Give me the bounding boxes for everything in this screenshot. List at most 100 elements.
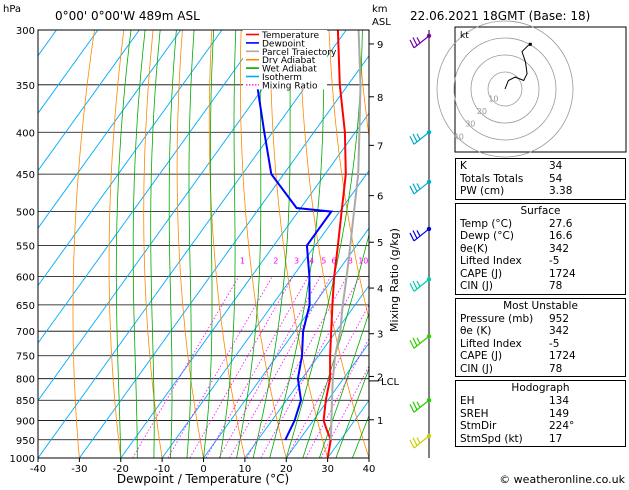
hodograph-ring: [470, 54, 540, 124]
index-label: θe(K): [460, 242, 488, 255]
mixing-ratio-axis-label: Mixing Ratio (g/kg): [388, 228, 401, 332]
mixing-ratio-label: 25: [415, 256, 425, 265]
credit-footer: © weatheronline.co.uk: [499, 473, 625, 486]
wind-barb: [409, 433, 432, 449]
section-title: Most Unstable: [503, 299, 578, 312]
section-title: Hodograph: [511, 382, 570, 394]
hodograph-ring: [436, 20, 574, 158]
wet-adiabat-line: [285, 30, 363, 458]
mixing-ratio-label: 4: [309, 256, 314, 265]
dry-adiabat-line: [358, 30, 369, 139]
mixing-ratio-label: 5: [321, 256, 326, 265]
index-label: StmSpd (kt): [460, 432, 523, 445]
mixing-ratio-label: 1: [240, 256, 245, 265]
lcl-label: LCL: [381, 377, 400, 388]
index-row: StmDir 224°: [456, 420, 625, 433]
skewt-plot: 1 2 3 4 5 6 8 10 15 20 25 300350400450500550600650…: [10, 26, 425, 475]
axis-ticks: 3003504004505005506006507007508008509009…: [10, 26, 376, 475]
mixing-ratio-line: [132, 276, 240, 458]
temperature-tick-label: 10: [239, 464, 252, 475]
legend-bg: [243, 30, 327, 39]
km-label: km: [372, 4, 388, 15]
legend-bg: [243, 63, 327, 73]
index-row: Dewp (°C) 16.6: [456, 230, 625, 243]
mixing-ratio-line: [205, 276, 309, 458]
pressure-tick-label: 600: [16, 272, 35, 283]
mixing-ratio-line: [167, 276, 273, 458]
isotherm-line: [38, 30, 264, 344]
wind-barb: [409, 179, 432, 195]
isotherm-line: [38, 30, 99, 114]
pressure-tick-label: 550: [16, 241, 35, 252]
legend-entry: Dewpoint: [262, 39, 305, 49]
wet-adiabat-line: [150, 30, 161, 458]
index-value: 78: [549, 280, 563, 292]
index-row: Lifted Index -5: [456, 255, 625, 268]
wind-barb: [409, 226, 432, 242]
wet-adiabat-line: [335, 367, 369, 458]
index-row: CIN (J) 78: [456, 280, 625, 293]
wet-adiabat-line: [236, 30, 262, 458]
index-row: Temp (°C) 27.6: [456, 218, 625, 231]
km-tick-label: 5: [377, 238, 383, 249]
isotherm-line: [285, 342, 369, 458]
plot-frame: [37, 29, 370, 459]
km-tick-label: 9: [377, 40, 383, 51]
hodograph-trace: [504, 44, 530, 90]
legend-bg: [243, 80, 327, 90]
isotherm-line: [161, 169, 369, 458]
hodograph-section: Hodograph EH 134 SREH 149 StmDir 224° StmSpd (k…: [455, 380, 626, 447]
mixing-ratio-label: 2: [273, 256, 278, 265]
km-tick-label: 8: [377, 93, 383, 104]
hodograph-ring-label: 30: [465, 120, 475, 129]
mixing-ratio-line: [218, 276, 321, 458]
pressure-tick-label: 650: [16, 301, 35, 312]
mixing-ratio-label: 6: [331, 256, 336, 265]
wet-adiabat-line: [219, 30, 237, 458]
temperature-tick-label: 40: [363, 464, 376, 475]
dry-adiabat-line: [299, 30, 369, 458]
legend-bg: [243, 46, 327, 56]
index-label: Lifted Index: [460, 255, 522, 267]
km-tick-label: 7: [377, 141, 383, 152]
temperature-tick-label: -10: [154, 464, 170, 475]
wind-barb: [409, 398, 432, 413]
pressure-tick-label: 800: [16, 375, 35, 386]
mixing-ratio-label: 3: [294, 256, 299, 265]
isotherm-line: [79, 54, 369, 458]
temperature-tick-label: -30: [71, 464, 87, 475]
index-value: 224°: [549, 420, 575, 432]
location-title: 0°00' 0°00'W 489m ASL: [55, 9, 200, 23]
km-tick-label: 6: [377, 192, 383, 203]
hodograph-ring-label: 20: [477, 107, 487, 116]
hodograph-ring: [487, 71, 523, 107]
series-temperature: [322, 30, 347, 458]
pressure-tick-label: 950: [16, 436, 35, 447]
index-label: CIN (J): [460, 280, 493, 292]
wet-adiabat-line: [252, 30, 291, 458]
isotherm-line: [244, 284, 369, 458]
index-row: CIN (J) 78: [456, 363, 625, 376]
wet-adiabat-line: [318, 311, 369, 458]
wet-adiabat-line: [302, 232, 369, 458]
mixing-ratio-label: 8: [348, 256, 353, 265]
index-row: CAPE (J) 1724: [456, 350, 625, 363]
pressure-tick-label: 300: [16, 26, 35, 37]
index-label: SREH: [460, 407, 489, 420]
index-value: 27.6: [549, 217, 573, 230]
km-tick-label: 4: [377, 284, 383, 295]
km-tick-label: 3: [377, 330, 383, 341]
isotherm-line: [38, 30, 347, 458]
pressure-tick-label: 1000: [10, 454, 35, 465]
sounding-curves: [254, 30, 362, 458]
km-tick-label: 1: [377, 416, 383, 427]
index-row: Pressure (mb) 952: [456, 313, 625, 326]
series-parcel-trajectory: [329, 30, 362, 440]
temperature-tick-label: -20: [113, 464, 129, 475]
index-row: StmSpd (kt) 17: [456, 433, 625, 446]
temperature-tick-label: 0: [200, 464, 206, 475]
dry-adiabat-line: [240, 30, 287, 458]
most-unstable-section: Most Unstable Pressure (mb) 952 θe (K) 342 Li…: [455, 297, 626, 377]
